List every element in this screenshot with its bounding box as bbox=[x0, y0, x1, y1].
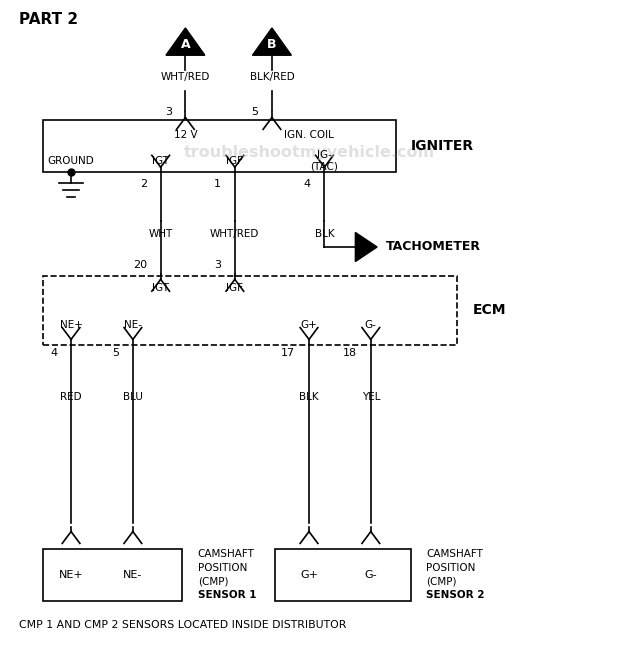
Text: NE+: NE+ bbox=[59, 570, 83, 580]
Text: 18: 18 bbox=[343, 348, 357, 358]
Text: POSITION: POSITION bbox=[198, 563, 247, 573]
Text: BLK/RED: BLK/RED bbox=[250, 72, 294, 82]
Text: IGNITER: IGNITER bbox=[411, 139, 474, 153]
Text: NE-: NE- bbox=[124, 320, 142, 330]
Bar bbox=[43, 120, 396, 172]
Text: NE-: NE- bbox=[123, 570, 143, 580]
Text: IGT: IGT bbox=[152, 283, 169, 293]
Text: ECM: ECM bbox=[473, 304, 506, 317]
Text: 3: 3 bbox=[165, 107, 172, 118]
Text: IGT: IGT bbox=[152, 156, 169, 166]
Text: RED: RED bbox=[61, 391, 82, 402]
Text: 12 V: 12 V bbox=[174, 130, 197, 140]
Text: B: B bbox=[267, 38, 277, 51]
Text: TACHOMETER: TACHOMETER bbox=[386, 240, 481, 254]
Text: 20: 20 bbox=[133, 259, 147, 270]
Text: SENSOR 2: SENSOR 2 bbox=[426, 590, 485, 600]
Text: IGN. COIL: IGN. COIL bbox=[284, 130, 334, 140]
Text: SENSOR 1: SENSOR 1 bbox=[198, 590, 256, 600]
Text: WHT/RED: WHT/RED bbox=[161, 72, 210, 82]
Polygon shape bbox=[355, 233, 377, 261]
Text: (CMP): (CMP) bbox=[426, 577, 457, 586]
Text: POSITION: POSITION bbox=[426, 563, 476, 573]
Bar bbox=[43, 276, 457, 344]
Text: CMP 1 AND CMP 2 SENSORS LOCATED INSIDE DISTRIBUTOR: CMP 1 AND CMP 2 SENSORS LOCATED INSIDE D… bbox=[19, 620, 346, 630]
Text: 1: 1 bbox=[214, 179, 221, 188]
Text: WHT/RED: WHT/RED bbox=[210, 229, 260, 239]
Text: troubleshootmyvehicle.com: troubleshootmyvehicle.com bbox=[184, 145, 434, 161]
Text: PART 2: PART 2 bbox=[19, 12, 78, 27]
Text: G+: G+ bbox=[300, 570, 318, 580]
Bar bbox=[275, 549, 411, 601]
Text: 3: 3 bbox=[214, 259, 221, 270]
Bar bbox=[43, 549, 182, 601]
Text: G+: G+ bbox=[300, 320, 318, 330]
Text: NE+: NE+ bbox=[59, 320, 83, 330]
Text: IGF: IGF bbox=[226, 156, 243, 166]
Text: 4: 4 bbox=[303, 179, 311, 188]
Text: 5: 5 bbox=[112, 348, 119, 358]
Text: IGF: IGF bbox=[226, 283, 243, 293]
Text: BLU: BLU bbox=[123, 391, 143, 402]
Text: 4: 4 bbox=[50, 348, 57, 358]
Polygon shape bbox=[166, 28, 205, 55]
Polygon shape bbox=[252, 28, 292, 55]
Text: 17: 17 bbox=[281, 348, 295, 358]
Text: G-: G- bbox=[365, 570, 377, 580]
Text: CAMSHAFT: CAMSHAFT bbox=[198, 549, 255, 559]
Text: BLK: BLK bbox=[299, 391, 319, 402]
Text: 2: 2 bbox=[140, 179, 147, 188]
Text: WHT: WHT bbox=[148, 229, 173, 239]
Text: A: A bbox=[180, 38, 190, 51]
Text: CAMSHAFT: CAMSHAFT bbox=[426, 549, 483, 559]
Text: GROUND: GROUND bbox=[48, 156, 95, 166]
Text: BLK: BLK bbox=[315, 229, 334, 239]
Text: IG-
(TAC): IG- (TAC) bbox=[310, 150, 339, 172]
Text: YEL: YEL bbox=[362, 391, 380, 402]
Text: G-: G- bbox=[365, 320, 377, 330]
Text: 5: 5 bbox=[252, 107, 258, 118]
Text: (CMP): (CMP) bbox=[198, 577, 228, 586]
